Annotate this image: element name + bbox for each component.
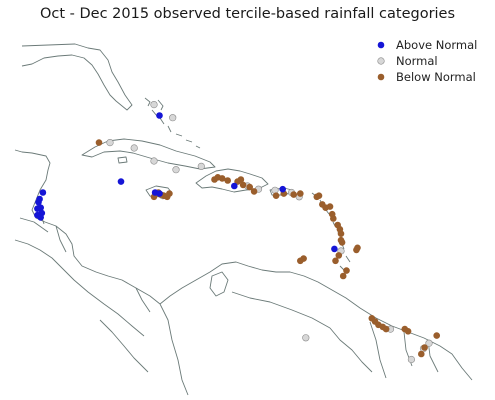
below-normal-station-point [239, 181, 247, 189]
below-normal-station-point [382, 325, 390, 333]
normal-station-point [130, 144, 138, 152]
cuba-coastline [81, 138, 216, 170]
below-normal-station-point [250, 188, 258, 195]
below-normal-station-point [214, 174, 222, 181]
below-normal-station-point [404, 328, 412, 335]
land-outlines [14, 43, 473, 396]
central-america-coastline [14, 149, 161, 305]
below-normal-station-point [433, 332, 441, 339]
normal-station-point [150, 157, 158, 165]
below-normal-station-point [246, 183, 253, 191]
legend-label-normal: Normal [396, 54, 438, 68]
above-normal-station-point [231, 182, 238, 190]
below-normal-station-point [272, 192, 280, 199]
below-normal-station-point [95, 139, 103, 146]
legend-label-below-normal: Below Normal [396, 70, 476, 84]
legend-marker-normal [377, 57, 385, 65]
above-normal-station-point [279, 185, 287, 193]
below-normal-station-point [337, 230, 345, 237]
normal-station-point [169, 114, 177, 122]
below-normal-station-point [332, 257, 339, 265]
station-points [34, 100, 441, 364]
above-normal-station-point [39, 189, 47, 196]
above-normal-station-point [156, 112, 163, 119]
normal-station-point [150, 100, 158, 109]
below-normal-station-point [290, 191, 298, 198]
bahamas-islands [144, 97, 201, 149]
normal-station-point [106, 139, 114, 147]
above-normal-station-point [36, 195, 43, 203]
isle-of-youth-coastline [117, 156, 128, 164]
below-normal-station-point [297, 257, 304, 265]
above-normal-station-point [331, 245, 338, 253]
lake-maracaibo [209, 271, 229, 297]
below-normal-station-point [335, 252, 343, 259]
normal-station-point [425, 339, 433, 347]
below-normal-station-point [330, 215, 337, 222]
normal-station-point [302, 334, 310, 342]
hispaniola-coastline [195, 168, 269, 193]
below-normal-station-point [418, 350, 425, 358]
map-title: Oct - Dec 2015 observed tercile-based ra… [39, 6, 456, 22]
below-normal-station-point [297, 190, 304, 197]
below-normal-station-point [339, 272, 347, 280]
normal-station-point [172, 166, 180, 174]
above-normal-station-point [37, 214, 44, 221]
florida-coastline [21, 43, 133, 111]
below-normal-station-point [343, 267, 350, 274]
normal-station-point [197, 162, 205, 170]
country-borders [99, 287, 439, 396]
below-normal-station-point [166, 190, 173, 197]
below-normal-station-point [322, 204, 329, 211]
below-normal-station-point [338, 239, 346, 246]
below-normal-station-point [313, 193, 321, 201]
above-normal-station-point [156, 190, 163, 197]
legend-marker-above-normal [377, 41, 385, 49]
below-normal-station-point [224, 177, 231, 184]
above-normal-station-point [117, 178, 125, 185]
below-normal-station-point [354, 244, 361, 252]
legend: Above Normal Normal Below Normal [377, 38, 477, 84]
central-america-pacific-coast [14, 239, 145, 337]
legend-marker-below-normal [377, 73, 385, 81]
below-normal-station-point [421, 344, 428, 351]
south-america-coastline [159, 261, 473, 381]
above-normal-station-point [34, 205, 41, 212]
legend-label-above-normal: Above Normal [396, 38, 477, 52]
below-normal-station-point [237, 176, 245, 183]
normal-station-point [407, 355, 416, 364]
